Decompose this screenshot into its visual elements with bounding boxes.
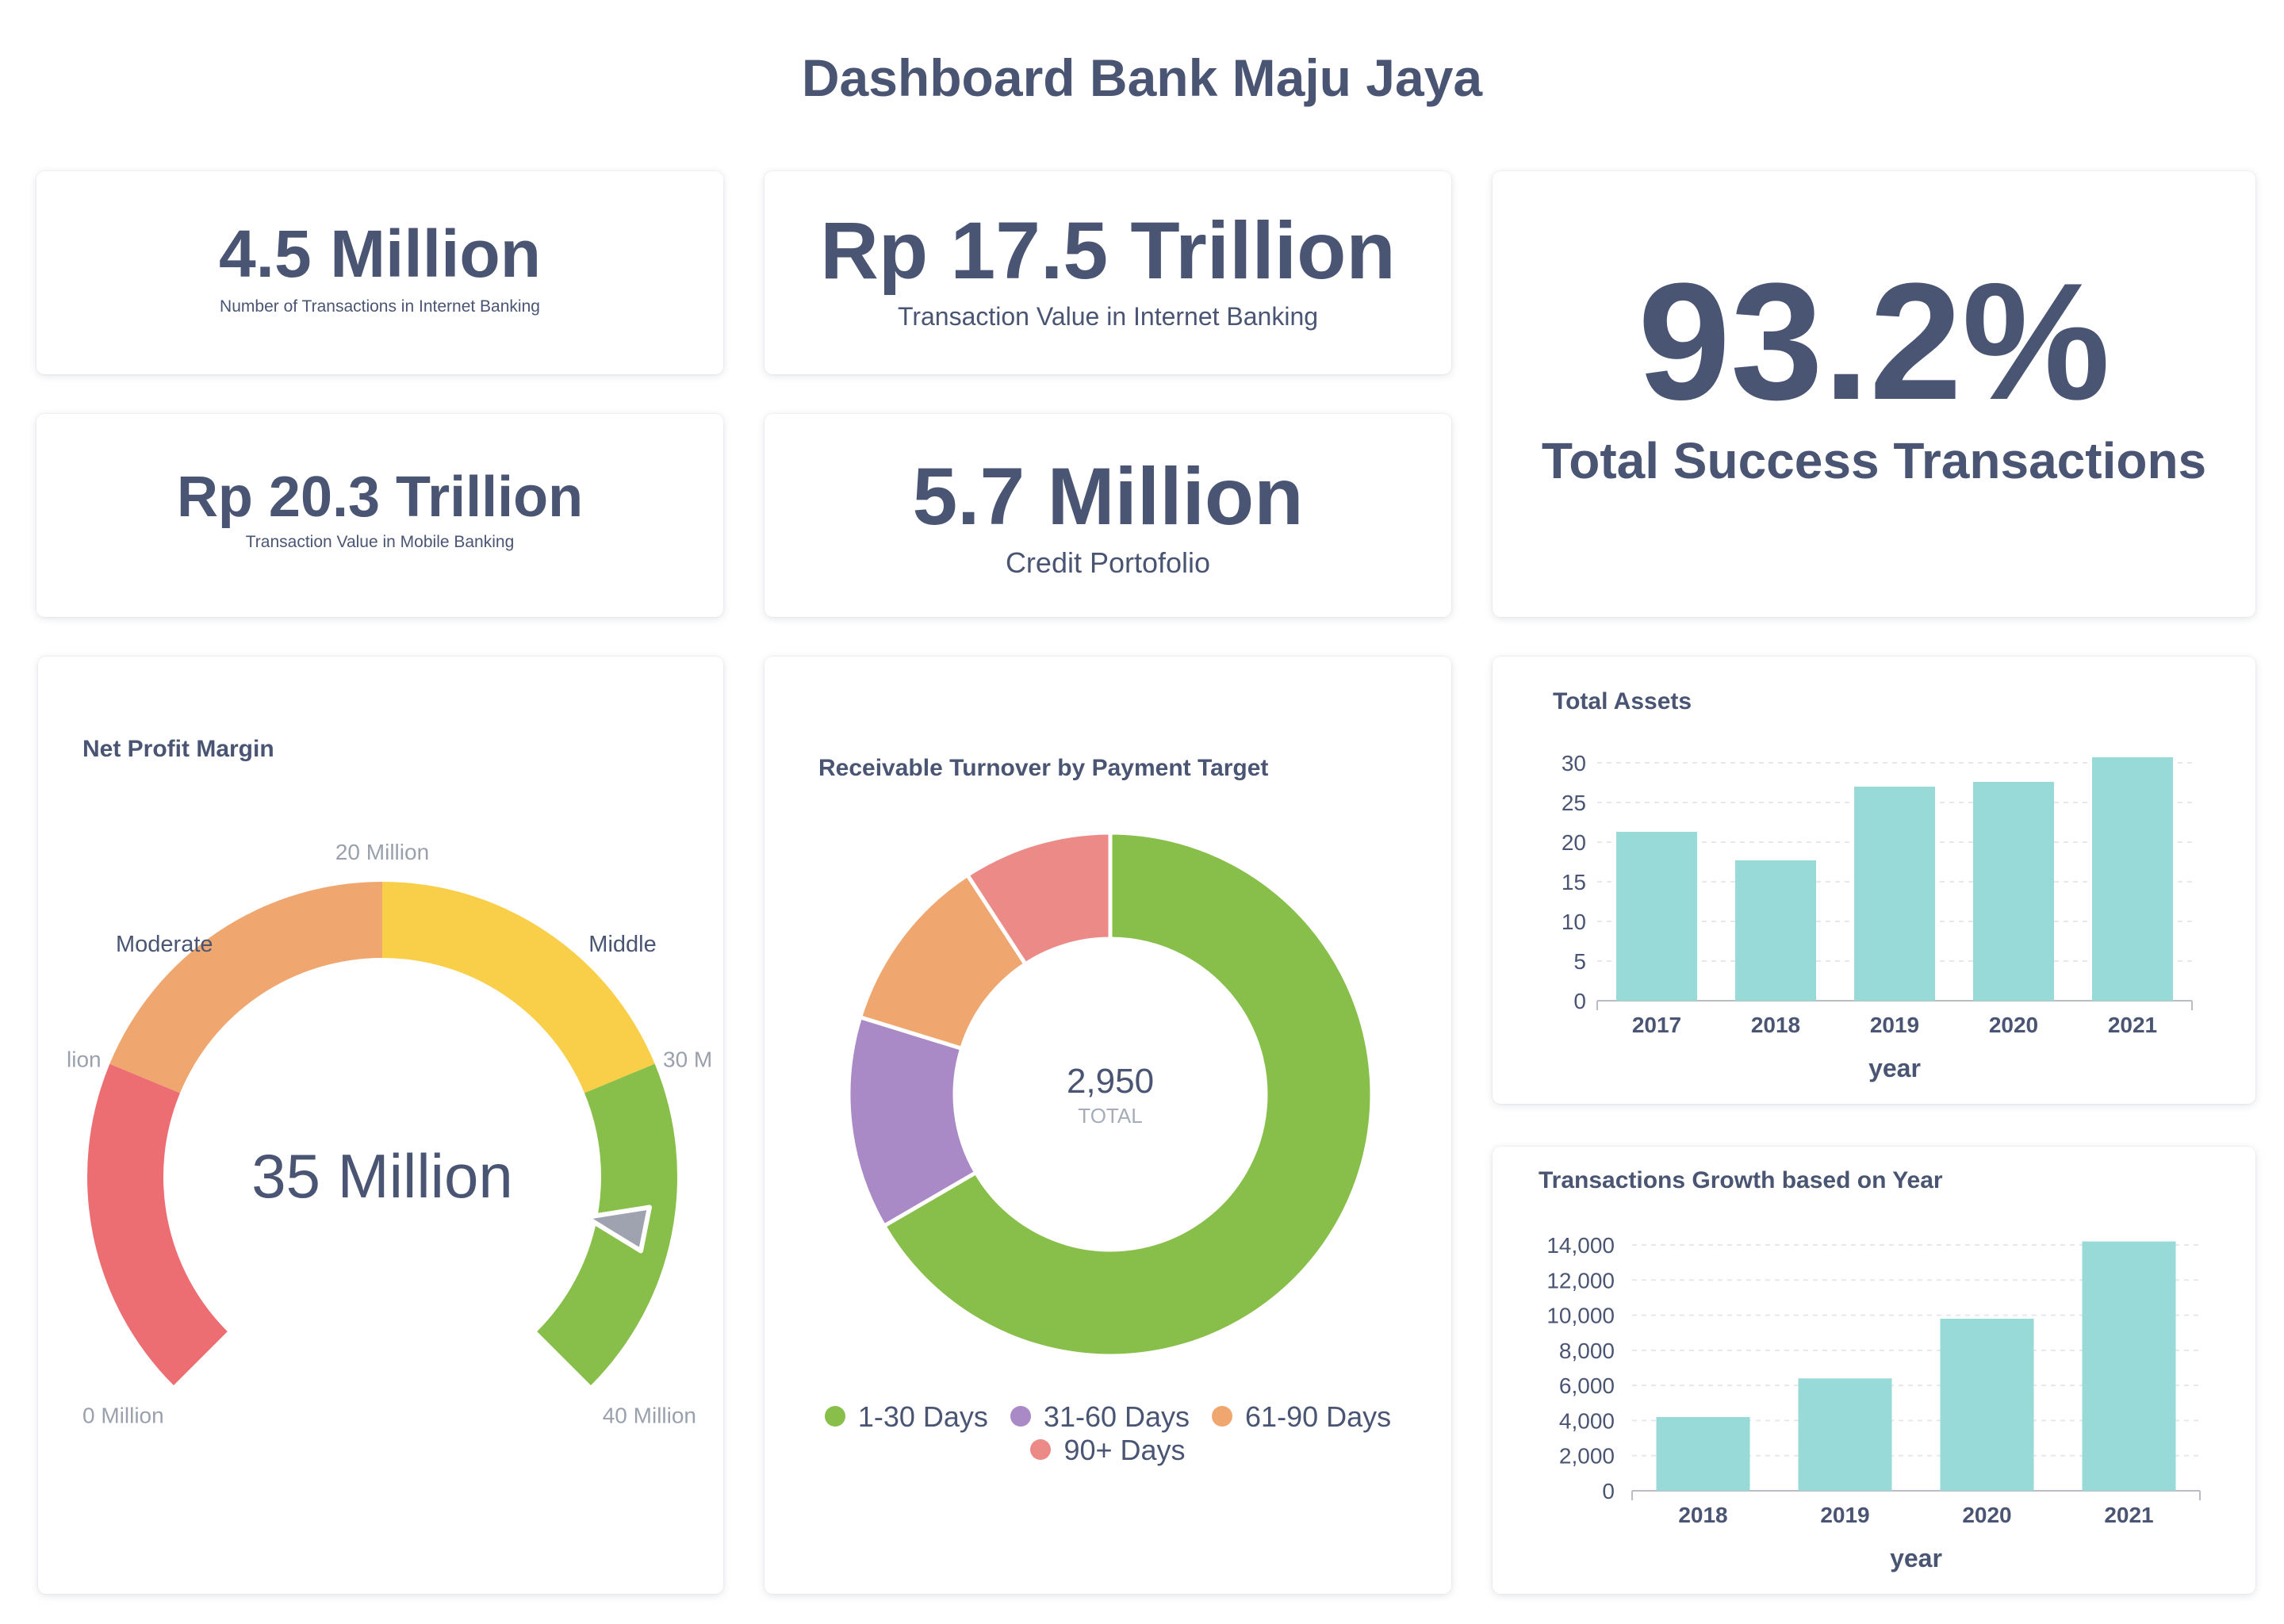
transactions-growth-chart: 0 2,000 4,000 6,000 8,000 10,000 12,000 14,000 2… xyxy=(1546,1233,2201,1572)
kpi-label: Transaction Value in Internet Banking xyxy=(897,302,1319,331)
kpi-card-internet-tx-value: Rp 17.5 Trillion Transaction Value in In… xyxy=(765,171,1451,374)
gauge-chart: 0 Million lion 20 Million 30 M 40 Million Mod… xyxy=(67,840,712,1427)
gauge-tick-label: 0 Million xyxy=(82,1403,164,1427)
bar xyxy=(1616,832,1697,1001)
x-tick-label: 2020 xyxy=(1989,1013,2038,1037)
x-tick-label: 2019 xyxy=(1870,1013,1919,1037)
donut-slice xyxy=(964,830,1113,967)
chart-title: Total Assets xyxy=(1553,688,1692,714)
donut-total-value: 2,950 xyxy=(1067,1062,1154,1101)
y-tick-label: 5 xyxy=(1573,949,1586,974)
kpi-label: Number of Transactions in Internet Banki… xyxy=(220,297,540,316)
kpi-card-internet-tx-count: 4.5 Million Number of Transactions in In… xyxy=(36,171,723,374)
kpi-value: 4.5 Million xyxy=(218,216,542,291)
gauge-needle xyxy=(583,1205,652,1254)
kpi-value: Rp 17.5 Trillion xyxy=(820,205,1396,296)
x-tick-label: 2017 xyxy=(1632,1013,1681,1037)
chart-title: Net Profit Margin xyxy=(82,736,274,762)
gauge-tick-label: 40 Million xyxy=(603,1403,696,1427)
legend-swatch xyxy=(824,1406,845,1427)
y-tick-label: 0 xyxy=(1573,989,1586,1013)
gauge-tick-label: 30 M xyxy=(663,1048,712,1072)
legend-label: 1-30 Days xyxy=(857,1400,988,1433)
legend-item: 31-60 Days xyxy=(1010,1400,1190,1434)
chart-title: Receivable Turnover by Payment Target xyxy=(818,755,1269,781)
donut-slice xyxy=(846,1014,979,1229)
receivable-turnover-card: Receivable Turnover by Payment Target 2,… xyxy=(765,657,1451,1594)
legend-item: 61-90 Days xyxy=(1212,1400,1391,1434)
kpi-label: Transaction Value in Mobile Banking xyxy=(245,533,515,551)
gauge-value-label: 35 Million xyxy=(251,1141,512,1211)
chart-title: Transactions Growth based on Year xyxy=(1539,1167,1943,1193)
kpi-card-mobile-tx-value: Rp 20.3 Trillion Transaction Value in Mo… xyxy=(36,414,723,617)
kpi-label: Credit Portofolio xyxy=(1005,546,1211,579)
bar xyxy=(1798,1378,1892,1491)
kpi-label: Total Success Transactions xyxy=(1541,432,2207,489)
x-tick-label: 2018 xyxy=(1678,1503,1727,1527)
bar xyxy=(1735,860,1816,1001)
x-tick-label: 2019 xyxy=(1820,1503,1869,1527)
y-tick-label: 14,000 xyxy=(1546,1233,1615,1258)
y-tick-label: 4,000 xyxy=(1559,1408,1615,1433)
gauge-segment-label: Moderate xyxy=(116,932,213,957)
gauge-segment-moderate xyxy=(109,882,382,1094)
y-tick-label: 2,000 xyxy=(1559,1444,1615,1469)
bar xyxy=(1940,1319,2034,1491)
gauge-segment-middle xyxy=(382,882,655,1094)
total-assets-chart: 0 5 10 15 20 25 30 2017 2018 2019 2020 2021 year xyxy=(1562,751,2193,1082)
legend-swatch xyxy=(1010,1406,1031,1427)
donut-chart: 2,950 TOTAL xyxy=(846,830,1374,1358)
donut-slice xyxy=(881,830,1374,1358)
kpi-value: Rp 20.3 Trillion xyxy=(176,465,584,529)
bar xyxy=(2082,1241,2176,1491)
x-tick-label: 2021 xyxy=(2108,1013,2157,1037)
y-tick-label: 10 xyxy=(1562,910,1586,934)
y-tick-label: 25 xyxy=(1562,791,1586,815)
x-axis-title: year xyxy=(1890,1544,1942,1572)
legend-label: 31-60 Days xyxy=(1043,1400,1190,1433)
net-profit-margin-card: Net Profit Margin 0 Million lion 20 Millio… xyxy=(38,657,723,1594)
y-tick-label: 6,000 xyxy=(1559,1373,1615,1398)
gauge-tick-label: 20 Million xyxy=(335,840,429,864)
kpi-value: 93.2% xyxy=(1638,248,2110,435)
legend-label: 90+ Days xyxy=(1063,1434,1186,1466)
bar xyxy=(2092,757,2173,1001)
donut-total-label: TOTAL xyxy=(1078,1104,1142,1128)
x-axis-title: year xyxy=(1868,1054,1921,1082)
bar xyxy=(1973,782,2054,1001)
legend-swatch xyxy=(1030,1439,1052,1461)
y-tick-label: 15 xyxy=(1562,870,1586,894)
chart-legend: 1-30 Days 31-60 Days 61-90 Days 90+ Days xyxy=(765,1400,1451,1467)
y-tick-label: 8,000 xyxy=(1559,1339,1615,1363)
gauge-tick-label: lion xyxy=(67,1048,102,1072)
gauge-segment-low xyxy=(87,1063,228,1386)
bar xyxy=(1854,787,1935,1001)
kpi-value: 5.7 Million xyxy=(912,451,1304,542)
x-tick-label: 2020 xyxy=(1962,1503,2011,1527)
legend-label: 61-90 Days xyxy=(1245,1400,1392,1433)
y-tick-label: 10,000 xyxy=(1546,1304,1615,1328)
legend-item: 90+ Days xyxy=(1030,1434,1186,1467)
y-tick-label: 30 xyxy=(1562,751,1586,776)
transactions-growth-card: Transactions Growth based on Year 0 2,000… xyxy=(1493,1147,2255,1594)
y-tick-label: 20 xyxy=(1562,830,1586,855)
page-title: Dashboard Bank Maju Jaya xyxy=(801,48,1483,107)
kpi-card-success-rate: 93.2% Total Success Transactions xyxy=(1493,171,2255,617)
bar xyxy=(1656,1417,1750,1491)
total-assets-card: Total Assets 0 5 10 15 20 25 30 2017 2018 2019 202… xyxy=(1493,657,2255,1104)
y-tick-label: 12,000 xyxy=(1546,1268,1615,1293)
y-tick-label: 0 xyxy=(1602,1479,1615,1503)
x-tick-label: 2018 xyxy=(1751,1013,1800,1037)
x-tick-label: 2021 xyxy=(2104,1503,2153,1527)
legend-swatch xyxy=(1212,1406,1233,1427)
kpi-card-credit-portfolio: 5.7 Million Credit Portofolio xyxy=(765,414,1451,617)
gauge-segment-label: Middle xyxy=(588,932,656,957)
legend-item: 1-30 Days xyxy=(824,1400,988,1434)
